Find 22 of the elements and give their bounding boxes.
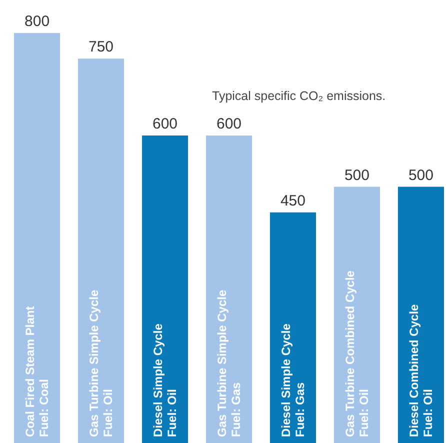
- data-label: 800: [24, 13, 50, 30]
- data-label: 600: [152, 116, 178, 132]
- data-label: 450: [280, 192, 306, 210]
- annotation: Typical specific CO₂ emissions.: [212, 89, 386, 103]
- bar: [78, 58, 124, 443]
- bar: [334, 186, 380, 443]
- data-label: 500: [344, 166, 370, 184]
- bar: [206, 136, 252, 443]
- x-tick-label: Diesel Simple Cycle Fuel: Gas: [278, 323, 307, 437]
- bar: [14, 33, 60, 443]
- x-tick-label: Gas Turbine Combined Cycle Fuel: Oil: [342, 270, 371, 437]
- x-tick-label: Gas Turbine Simple Cycle Fuel: Gas: [215, 290, 243, 437]
- bar: [142, 136, 188, 443]
- data-label: 600: [216, 116, 242, 132]
- x-tick-label: Gas Turbine Simple Cycle Fuel: Oil: [87, 290, 116, 437]
- data-label: 750: [88, 38, 114, 56]
- data-label: 500: [408, 166, 434, 184]
- bar: [398, 186, 444, 443]
- x-tick-label: Diesel Combined Cycle Fuel: Oil: [406, 304, 435, 437]
- bar: [270, 212, 316, 443]
- x-tick-label: Diesel Simple Cycle Fuel: Oil: [151, 323, 180, 437]
- x-tick-label: Coal Fired Steam Plant Fuel: Coal: [23, 306, 52, 437]
